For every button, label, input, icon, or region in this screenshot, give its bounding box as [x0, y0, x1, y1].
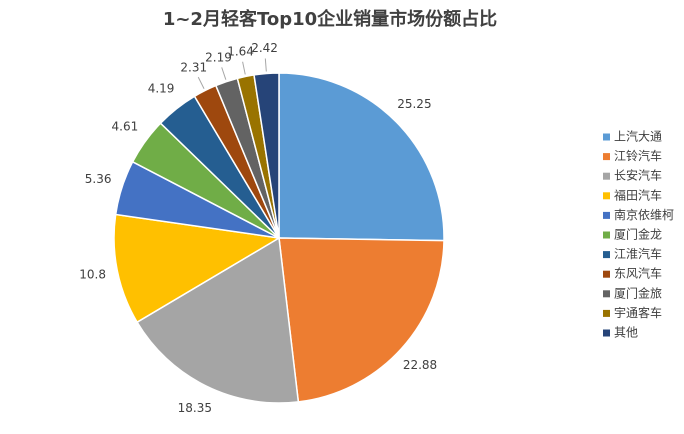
legend-swatch	[603, 309, 610, 317]
data-label: 18.35	[178, 401, 212, 415]
legend-swatch	[603, 290, 610, 298]
data-label: 22.88	[403, 358, 437, 372]
data-label: 5.36	[85, 172, 112, 186]
leader-line	[197, 76, 205, 89]
data-label: 1.64	[227, 44, 254, 58]
pie-slice	[136, 236, 300, 404]
leader-line	[242, 61, 246, 75]
legend-label: 上汽大通	[614, 129, 662, 144]
legend-swatch	[603, 133, 610, 141]
legend-swatch	[603, 231, 610, 239]
legend-label: 南京依维柯	[614, 207, 674, 222]
legend-swatch	[603, 172, 610, 180]
legend-label: 东风汽车	[614, 266, 662, 281]
pie-slice	[278, 237, 445, 403]
legend-label: 长安汽车	[614, 168, 662, 183]
legend-label: 江铃汽车	[614, 148, 662, 163]
legend-label: 宇通客车	[614, 305, 662, 320]
leader-line	[221, 67, 227, 80]
legend-swatch	[603, 251, 610, 259]
pie-slice	[253, 72, 280, 239]
data-label: 25.25	[397, 97, 431, 111]
data-label: 10.8	[79, 268, 106, 282]
pie-slice	[113, 213, 282, 324]
legend-label: 江淮汽车	[614, 246, 662, 261]
data-label: 2.42	[251, 41, 278, 55]
legend-swatch	[603, 192, 610, 200]
legend-swatch	[603, 211, 610, 219]
data-label: 2.31	[180, 61, 207, 75]
legend-label: 福田汽车	[614, 187, 662, 202]
legend-swatch	[603, 270, 610, 278]
legend-label: 其他	[614, 326, 638, 340]
pie-slice	[278, 72, 445, 242]
legend-swatch	[603, 153, 610, 161]
legend-label: 厦门金龙	[614, 227, 662, 242]
data-label: 2.19	[205, 50, 232, 64]
chart-title: 1~2月轻客Top10企业销量市场份额占比	[163, 8, 497, 30]
legend-swatch	[603, 329, 610, 337]
data-label: 4.61	[112, 119, 139, 133]
data-label: 4.19	[148, 82, 175, 96]
legend-label: 厦门金旅	[614, 285, 662, 300]
leader-line	[264, 58, 267, 72]
